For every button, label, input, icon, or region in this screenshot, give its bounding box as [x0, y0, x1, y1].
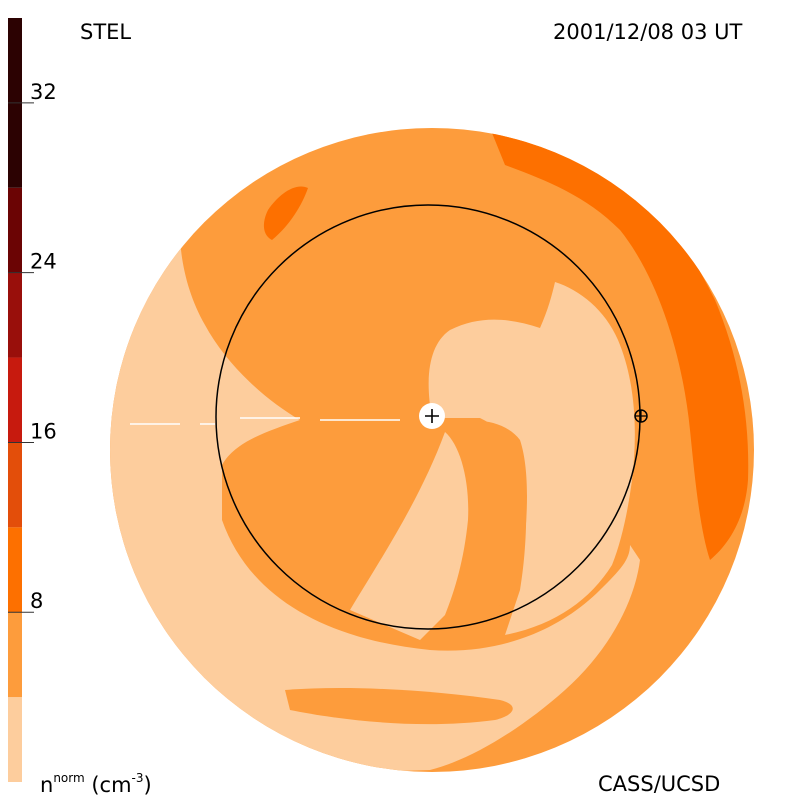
- earth-orbit: [215, 204, 641, 630]
- region-low-left: [110, 180, 640, 772]
- colorbar-ticks: 8 16 24 32: [8, 80, 57, 613]
- sun-marker: [419, 403, 445, 429]
- colorbar-tick-label: 24: [30, 250, 57, 274]
- region-low-inner: [428, 282, 635, 635]
- unit-exponent: -3: [131, 771, 144, 785]
- colorbar-unit-label: nnorm (cm-3): [40, 771, 152, 797]
- colorbar-tick-label: 32: [30, 80, 57, 104]
- unit-paren-open: (cm: [84, 773, 132, 797]
- timestamp-label: 2001/12/08 03 UT: [553, 20, 743, 44]
- credit-label: CASS/UCSD: [598, 772, 721, 796]
- colorbar-level-4: [8, 357, 22, 443]
- colorbar-level-6: [8, 187, 22, 273]
- instrument-label: STEL: [80, 20, 132, 44]
- region-high-blob: [263, 186, 308, 240]
- line-of-sight: [130, 417, 400, 425]
- region-medium-bottom: [285, 688, 513, 725]
- colorbar-level-3: [8, 442, 22, 528]
- region-medium-tongue: [445, 420, 527, 622]
- unit-base: n: [40, 773, 54, 797]
- unit-superscript: norm: [53, 771, 85, 785]
- earth-marker: [634, 409, 648, 423]
- colorbar-tick-label: 16: [30, 419, 57, 443]
- density-disk: [110, 128, 754, 772]
- colorbar-tick-label: 8: [30, 589, 43, 613]
- colorbar-level-2: [8, 527, 22, 613]
- unit-paren-close: ): [143, 773, 152, 797]
- region-low-tongue: [350, 432, 469, 640]
- colorbar-level-1: [8, 612, 22, 698]
- region-high-arc: [490, 128, 749, 560]
- colorbar-level-5: [8, 272, 22, 358]
- colorbar-level-0: [8, 697, 22, 782]
- colorbar: [8, 18, 22, 782]
